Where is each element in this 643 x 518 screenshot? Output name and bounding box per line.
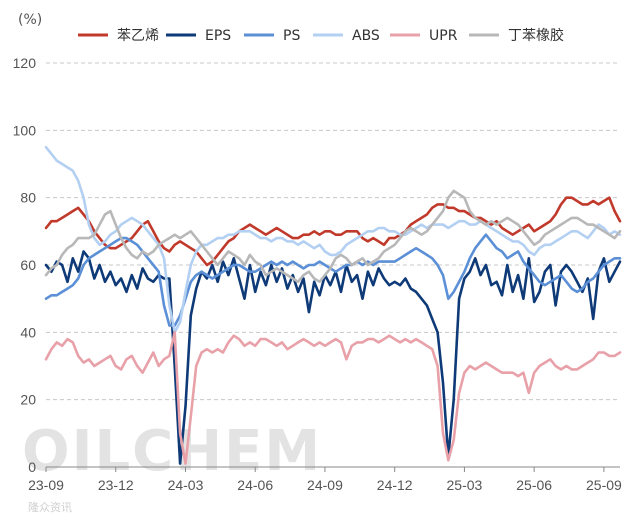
x-tick-label: 23-09 xyxy=(28,477,64,493)
series-line-4 xyxy=(44,331,622,465)
y-tick-label: 80 xyxy=(20,190,36,206)
y-tick-label: 60 xyxy=(20,257,36,273)
legend-label: UPR xyxy=(429,28,458,44)
watermark-logo: OILCHEM xyxy=(22,419,322,484)
legend-label: 苯乙烯 xyxy=(117,27,159,44)
y-tick-label: 0 xyxy=(28,459,36,475)
x-tick-label: 24-09 xyxy=(307,477,343,493)
watermark: OILCHEM 隆众资讯 xyxy=(22,419,322,514)
series-line-1 xyxy=(44,250,622,465)
legend-label: PS xyxy=(283,28,300,44)
series-line-2 xyxy=(44,233,622,327)
series-line-0 xyxy=(44,196,622,267)
axes: 0 20 40 60 80 100 120 23-09 23-12 24-03 24-06 24-09… xyxy=(13,55,622,493)
x-tick-label: 24-06 xyxy=(237,477,273,493)
legend-label: EPS xyxy=(205,28,231,44)
x-tick-label: 23-12 xyxy=(98,477,134,493)
x-tick-label: 25-09 xyxy=(586,477,622,493)
x-tick-label: 24-03 xyxy=(168,477,204,493)
legend: 苯乙烯 EPS PS ABS UPR 丁苯橡胶 xyxy=(78,27,564,44)
legend-label: ABS xyxy=(352,28,380,44)
series-lines xyxy=(44,145,622,465)
watermark-subtext: 隆众资讯 xyxy=(28,500,72,514)
x-tick-label: 25-03 xyxy=(447,477,483,493)
legend-label: 丁苯橡胶 xyxy=(508,27,564,44)
x-tick-label: 25-06 xyxy=(516,477,552,493)
y-tick-label: 120 xyxy=(13,55,37,71)
y-tick-label: 100 xyxy=(13,122,37,138)
x-tick-label: 24-12 xyxy=(377,477,413,493)
y-unit-label: (%) xyxy=(18,12,42,28)
y-tick-label: 40 xyxy=(20,324,36,340)
series-line-5 xyxy=(44,189,622,284)
y-tick-label: 20 xyxy=(20,392,36,408)
series-line-3 xyxy=(44,145,622,334)
